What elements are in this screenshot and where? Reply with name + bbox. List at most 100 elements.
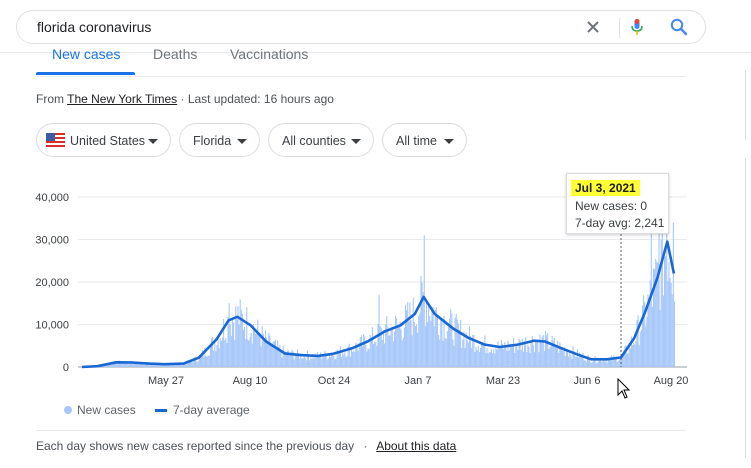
daily-bar bbox=[336, 349, 338, 367]
daily-bar bbox=[668, 262, 670, 367]
daily-bar bbox=[568, 356, 570, 367]
daily-bar bbox=[444, 338, 446, 367]
daily-bar bbox=[536, 342, 538, 367]
daily-bar bbox=[183, 363, 185, 367]
daily-bar bbox=[345, 357, 347, 367]
daily-bar bbox=[212, 336, 214, 367]
daily-bar bbox=[624, 346, 626, 367]
daily-bar bbox=[213, 350, 215, 367]
daily-bar bbox=[638, 345, 640, 367]
daily-bar bbox=[519, 340, 521, 367]
search-icon[interactable] bbox=[669, 17, 689, 37]
daily-bar bbox=[478, 352, 480, 367]
daily-bar bbox=[597, 361, 599, 367]
daily-bar bbox=[554, 347, 556, 367]
daily-bar bbox=[587, 355, 590, 367]
search-divider bbox=[619, 18, 620, 38]
daily-bar bbox=[263, 339, 265, 367]
daily-bar bbox=[387, 326, 389, 367]
active-tab-indicator bbox=[36, 72, 135, 75]
daily-bar bbox=[579, 352, 581, 367]
daily-bar bbox=[229, 323, 231, 367]
daily-bar bbox=[218, 348, 220, 367]
daily-bar bbox=[139, 364, 141, 367]
daily-bar bbox=[473, 334, 475, 367]
tooltip-date: Jul 3, 2021 bbox=[571, 180, 640, 196]
tab-deaths[interactable]: Deaths bbox=[153, 46, 198, 62]
daily-bar bbox=[385, 324, 387, 367]
filter-county[interactable]: All counties bbox=[268, 123, 374, 157]
x-tick-label: Jun 6 bbox=[574, 375, 601, 387]
daily-bar bbox=[194, 356, 196, 367]
about-data-link[interactable]: About this data bbox=[376, 439, 457, 453]
daily-bar bbox=[504, 341, 506, 367]
daily-bar bbox=[507, 340, 509, 367]
daily-bar bbox=[279, 344, 281, 367]
tab-vaccinations[interactable]: Vaccinations bbox=[230, 46, 309, 62]
daily-bar bbox=[237, 306, 239, 367]
daily-bar bbox=[105, 365, 107, 367]
filter-time[interactable]: All time bbox=[382, 123, 467, 157]
daily-bar bbox=[136, 363, 138, 367]
daily-bar bbox=[500, 339, 502, 367]
daily-bar bbox=[626, 353, 628, 367]
daily-bar bbox=[273, 341, 275, 367]
daily-bar bbox=[334, 359, 336, 367]
daily-bar bbox=[672, 222, 674, 367]
daily-bar bbox=[133, 363, 135, 367]
daily-bar bbox=[612, 360, 614, 367]
daily-bar bbox=[269, 335, 271, 367]
daily-bar bbox=[552, 340, 554, 367]
tab-new-cases[interactable]: New cases bbox=[52, 46, 121, 62]
legend-bars-label: New cases bbox=[77, 403, 136, 417]
source-link[interactable]: The New York Times bbox=[67, 92, 178, 106]
daily-bar bbox=[639, 331, 641, 367]
daily-bar bbox=[220, 340, 222, 367]
daily-bar bbox=[573, 351, 575, 367]
search-input[interactable]: florida coronavirus bbox=[37, 19, 152, 35]
daily-bar bbox=[242, 330, 245, 367]
daily-bar bbox=[239, 299, 241, 367]
daily-bar bbox=[453, 345, 455, 367]
daily-bar bbox=[155, 364, 157, 367]
daily-bar bbox=[187, 362, 189, 367]
daily-bar bbox=[582, 352, 584, 367]
daily-bar bbox=[494, 353, 496, 367]
daily-bar bbox=[402, 337, 404, 367]
daily-bar bbox=[376, 345, 378, 367]
daily-bar bbox=[174, 364, 176, 367]
daily-bar bbox=[346, 355, 348, 367]
x-tick-label: Oct 24 bbox=[318, 375, 350, 387]
footer-note: Each day shows new cases reported since … bbox=[36, 439, 456, 453]
daily-bar bbox=[252, 324, 254, 367]
daily-bar bbox=[625, 345, 627, 367]
daily-bar bbox=[531, 335, 533, 367]
daily-bar bbox=[231, 319, 234, 367]
filter-state[interactable]: Florida bbox=[179, 123, 260, 157]
daily-bar bbox=[325, 354, 327, 367]
daily-bar bbox=[458, 329, 461, 367]
daily-bar bbox=[186, 360, 188, 367]
footer-text: Each day shows new cases reported since … bbox=[36, 439, 355, 453]
daily-bar bbox=[192, 362, 194, 367]
daily-bar bbox=[129, 360, 131, 367]
clear-icon[interactable] bbox=[583, 17, 603, 37]
daily-bar bbox=[121, 362, 123, 367]
daily-bar bbox=[382, 329, 385, 367]
daily-bar bbox=[197, 360, 199, 367]
daily-bar bbox=[607, 358, 609, 367]
daily-bar bbox=[462, 339, 464, 367]
filter-country[interactable]: United States bbox=[36, 123, 171, 157]
daily-bar bbox=[457, 323, 459, 367]
daily-bar bbox=[565, 350, 567, 367]
daily-bar bbox=[493, 349, 495, 367]
microphone-icon[interactable] bbox=[627, 17, 647, 37]
daily-bar bbox=[181, 365, 183, 367]
daily-bar bbox=[389, 335, 391, 367]
chevron-down-icon bbox=[444, 139, 454, 144]
daily-bar bbox=[128, 364, 130, 367]
daily-bar bbox=[379, 325, 381, 367]
daily-bar bbox=[570, 355, 572, 367]
daily-bar bbox=[241, 313, 243, 367]
daily-bar bbox=[452, 339, 454, 367]
